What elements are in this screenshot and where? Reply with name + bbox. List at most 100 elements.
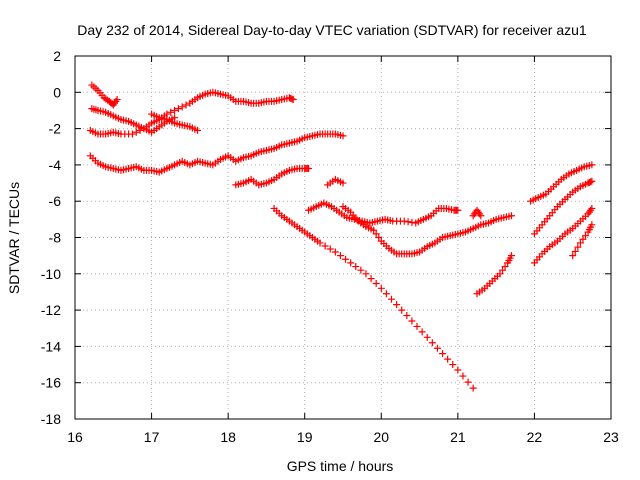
series-track-m bbox=[527, 161, 596, 205]
data-point bbox=[400, 217, 408, 225]
x-tick-label: 17 bbox=[144, 429, 160, 445]
data-point bbox=[428, 339, 436, 347]
data-point bbox=[336, 252, 344, 260]
x-tick-label: 18 bbox=[220, 429, 236, 445]
data-point bbox=[128, 130, 136, 138]
x-tick-label: 23 bbox=[603, 429, 619, 445]
data-point bbox=[398, 306, 406, 314]
plot-frame bbox=[74, 55, 612, 420]
data-point bbox=[439, 350, 447, 358]
data-point bbox=[289, 96, 297, 104]
data-point bbox=[382, 290, 390, 298]
data-point bbox=[316, 239, 324, 247]
x-axis-title: GPS time / hours bbox=[287, 458, 394, 474]
series-track-e bbox=[86, 130, 347, 176]
y-tick-label: -2 bbox=[49, 121, 62, 137]
y-tick-label: -14 bbox=[41, 338, 61, 354]
data-point bbox=[449, 361, 457, 369]
ticks-layer: 16 17 18 19 20 21 22 2320-2-4-6-8-10-12-14-16-1… bbox=[41, 48, 619, 445]
data-point bbox=[167, 108, 175, 116]
data-point bbox=[469, 384, 477, 392]
data-point bbox=[174, 105, 182, 113]
x-tick-label: 21 bbox=[450, 429, 466, 445]
y-tick-label: -6 bbox=[49, 193, 62, 209]
data-point bbox=[375, 234, 383, 241]
data-point bbox=[499, 266, 507, 274]
data-point bbox=[178, 103, 186, 111]
data-point bbox=[579, 235, 587, 243]
data-point bbox=[588, 221, 596, 229]
data-point bbox=[136, 126, 144, 134]
y-tick-label: -16 bbox=[41, 375, 61, 391]
data-point bbox=[433, 344, 441, 352]
series-track-h bbox=[305, 199, 462, 227]
x-tick-label: 22 bbox=[527, 429, 543, 445]
data-point bbox=[404, 218, 412, 226]
data-point bbox=[367, 275, 375, 283]
y-tick-label: 2 bbox=[53, 48, 61, 64]
data-point bbox=[171, 106, 179, 114]
data-point bbox=[372, 230, 380, 238]
data-point bbox=[408, 218, 416, 226]
data-point bbox=[496, 270, 504, 278]
data-point bbox=[113, 96, 121, 104]
series-track-a bbox=[88, 81, 121, 109]
data-point bbox=[362, 270, 370, 278]
series-track-d bbox=[148, 110, 202, 134]
data-point bbox=[347, 259, 355, 267]
data-point bbox=[352, 263, 360, 271]
series-track-k bbox=[469, 206, 485, 220]
data-point bbox=[393, 301, 401, 309]
data-point bbox=[588, 161, 596, 169]
data-point bbox=[326, 245, 334, 253]
data-point bbox=[194, 126, 202, 134]
data-point bbox=[464, 378, 472, 386]
series-track-c bbox=[86, 88, 297, 138]
series-track-f bbox=[232, 165, 313, 189]
y-tick-label: 0 bbox=[53, 84, 61, 100]
data-point bbox=[569, 252, 577, 260]
data-point bbox=[331, 248, 339, 256]
data-point bbox=[507, 252, 515, 260]
series-track-g bbox=[270, 204, 477, 392]
x-tick-label: 16 bbox=[67, 429, 83, 445]
x-tick-label: 19 bbox=[297, 429, 313, 445]
y-tick-label: -4 bbox=[49, 157, 62, 173]
data-point bbox=[581, 232, 589, 240]
data-point bbox=[408, 317, 416, 325]
series-track-o bbox=[530, 204, 596, 267]
series-track-i bbox=[324, 175, 347, 189]
data-point bbox=[182, 101, 190, 109]
y-axis-title: SDTVAR / TECUs bbox=[6, 182, 22, 294]
data-marks bbox=[86, 81, 596, 392]
data-point bbox=[413, 322, 421, 330]
data-point bbox=[588, 204, 596, 212]
y-tick-label: -18 bbox=[41, 411, 61, 427]
data-point bbox=[339, 179, 347, 187]
y-tick-label: -12 bbox=[41, 302, 61, 318]
data-point bbox=[339, 132, 347, 140]
series-track-j bbox=[339, 203, 515, 258]
series-track-n bbox=[530, 177, 596, 238]
data-point bbox=[587, 178, 595, 186]
chart-title: Day 232 of 2014, Sidereal Day-to-day VTE… bbox=[77, 22, 587, 38]
data-point bbox=[357, 266, 365, 274]
data-point bbox=[372, 279, 380, 287]
data-point bbox=[377, 284, 385, 292]
data-point bbox=[574, 243, 582, 251]
data-point bbox=[576, 239, 584, 247]
y-tick-label: -8 bbox=[49, 230, 62, 246]
series-track-p bbox=[569, 221, 596, 260]
data-point bbox=[387, 295, 395, 303]
data-point bbox=[459, 372, 467, 380]
x-tick-label: 20 bbox=[373, 429, 389, 445]
y-tick-label: -10 bbox=[41, 266, 61, 282]
data-point bbox=[423, 333, 431, 341]
data-point bbox=[571, 247, 579, 255]
data-point bbox=[507, 212, 515, 220]
series-track-l bbox=[473, 252, 515, 298]
data-point bbox=[477, 212, 485, 220]
data-point bbox=[132, 128, 140, 136]
data-point bbox=[588, 177, 596, 185]
